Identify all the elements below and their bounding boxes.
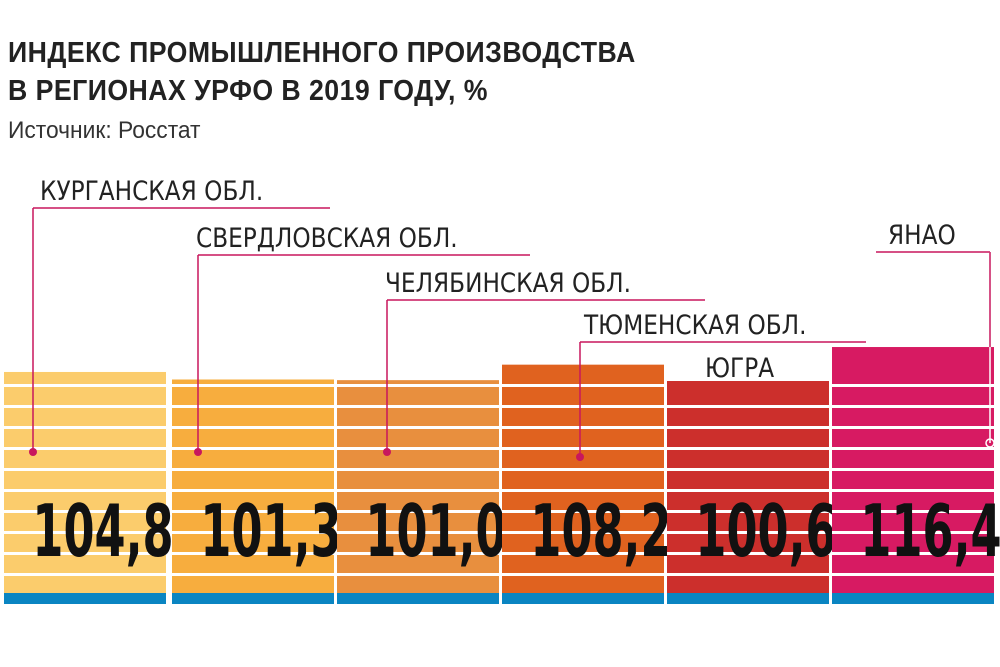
bar-stripe [337,468,499,471]
bar-stripe [832,405,994,408]
bar-stripe [502,510,664,513]
bar-stripe [667,573,829,576]
value-label: 116,4 [860,490,1000,574]
bar-stripe [4,468,166,471]
bar-stripe [337,531,499,534]
bar-stripe [832,489,994,492]
bar-stripe [832,426,994,429]
value-label: 104,8 [32,490,173,574]
bar-base [172,593,334,604]
value-label: 108,2 [530,490,671,574]
bar-stripe [667,510,829,513]
bar-stripe [4,531,166,534]
bar-stripe [4,573,166,576]
bar-stripe [337,552,499,555]
bar-stripe [337,405,499,408]
leader-dot [194,448,202,456]
bar-stripe [502,489,664,492]
bar-stripe [4,489,166,492]
bar-stripe [4,405,166,408]
bar-stripe [337,447,499,450]
bar-stripe [172,405,334,408]
bar-base [337,593,499,604]
bar-stripe [832,510,994,513]
bar-stripe [667,531,829,534]
bar-stripe [667,552,829,555]
bar-stripe [172,447,334,450]
bar-stripe [832,447,994,450]
category-label: КУРГАНСКАЯ ОБЛ. [40,175,263,206]
value-label: 100,6 [695,490,836,574]
bar-stripe [502,447,664,450]
bar-stripe [337,426,499,429]
bar-3 [337,380,499,593]
bar-stripe [502,573,664,576]
category-label: ЧЕЛЯБИНСКАЯ ОБЛ. [385,267,631,298]
bar-stripe [502,426,664,429]
leader-dot [383,448,391,456]
bar-stripe [667,405,829,408]
bar-base [502,593,664,604]
category-label: ЯНАО [888,219,956,250]
bar-stripe [172,468,334,471]
leader-dot [576,453,584,461]
bar-stripe [337,489,499,492]
value-label: 101,3 [200,490,341,574]
bar-stripe [172,510,334,513]
bar-stripe [832,552,994,555]
bar-stripe [4,552,166,555]
bar-stripe [4,447,166,450]
bar-stripe [502,468,664,471]
bar-stripe [502,531,664,534]
bar-stripe [172,426,334,429]
bar-stripe [502,552,664,555]
bar-stripe [4,426,166,429]
bar-stripe [832,384,994,387]
title-line-1: ИНДЕКС ПРОМЫШЛЕННОГО ПРОИЗВОДСТВА [8,37,636,69]
bar-stripe [337,384,499,387]
bar-2 [172,379,334,593]
bar-1 [4,371,166,593]
bar-stripe [667,468,829,471]
bar-stripe [832,573,994,576]
bar-stripe [832,468,994,471]
bar-stripe [667,447,829,450]
chart-title: ИНДЕКС ПРОМЫШЛЕННОГО ПРОИЗВОДСТВА В РЕГИ… [8,34,636,110]
bar-stripe [667,426,829,429]
bar-stripe [172,489,334,492]
category-label: ЮГРА [705,352,775,383]
bar-base [832,593,994,604]
leader-dot [985,438,995,448]
title-line-2: В РЕГИОНАХ УРФО В 2019 ГОДУ, % [8,75,488,107]
bar-stripe [172,384,334,387]
bar-stripe [667,489,829,492]
bar-stripe [502,405,664,408]
bar-base [667,593,829,604]
category-label: СВЕРДЛОВСКАЯ ОБЛ. [196,222,458,253]
bar-5 [667,381,829,593]
bar-stripe [4,384,166,387]
bar-stripe [502,384,664,387]
bar-stripe [832,531,994,534]
bar-stripe [172,531,334,534]
bar-stripe [172,552,334,555]
category-label: ТЮМЕНСКАЯ ОБЛ. [583,309,806,340]
bar-stripe [4,510,166,513]
value-label: 101,0 [365,490,506,574]
leader-dot [29,448,37,456]
bar-base [4,593,166,604]
source-note: Источник: Росстат [8,117,201,144]
bar-stripe [172,573,334,576]
bar-stripe [337,573,499,576]
bar-stripe [337,510,499,513]
